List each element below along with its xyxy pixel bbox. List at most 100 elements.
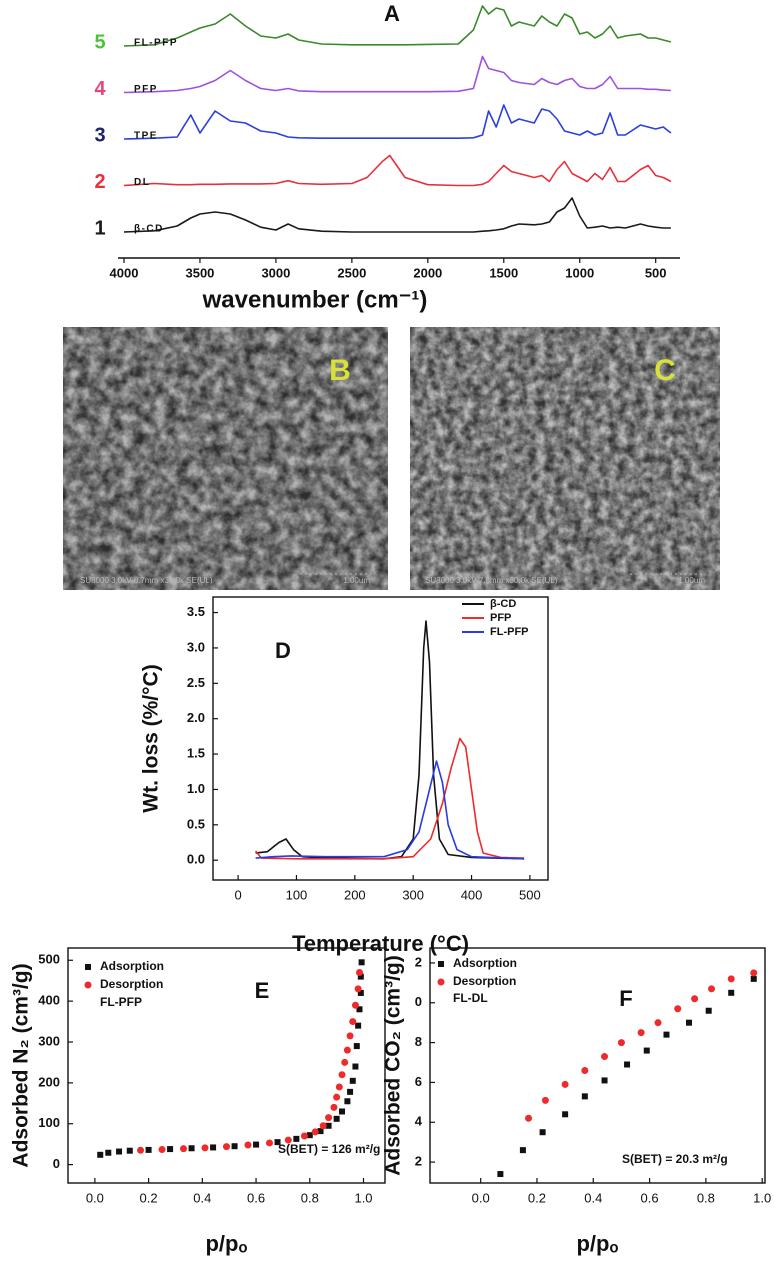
y-tick-label: 0.0 <box>187 852 205 867</box>
data-point <box>497 1171 504 1178</box>
data-point <box>253 1141 260 1148</box>
data-point <box>750 975 757 982</box>
data-point <box>335 1083 343 1091</box>
sem-image-c: C SU8000 3.0kV 7.8mm x30.0k SE(UL) 1.00u… <box>410 327 720 590</box>
series-label: TPE <box>134 131 158 142</box>
y-tick-label: 2.5 <box>187 675 205 690</box>
y-tick-label: 1.5 <box>187 746 205 761</box>
y-tick-label: 300 <box>38 1033 60 1048</box>
series-number: 1 <box>94 217 105 239</box>
data-point <box>284 1136 292 1144</box>
data-point <box>581 1066 589 1074</box>
x-tick-label: 1000 <box>565 265 594 280</box>
data-point <box>341 1058 349 1066</box>
data-point <box>601 1077 608 1084</box>
image-texture <box>63 327 388 590</box>
chart-title: A <box>384 1 400 26</box>
x-tick-label: 500 <box>645 265 667 280</box>
x-tick-label: 0.4 <box>193 1190 211 1205</box>
y-tick-label: 400 <box>38 993 60 1008</box>
data-point <box>624 1061 631 1068</box>
x-tick-label: 100 <box>286 887 308 902</box>
series-label: DL <box>134 177 150 188</box>
data-point <box>663 1031 670 1038</box>
x-tick-label: 0.2 <box>140 1190 158 1205</box>
data-point <box>265 1139 273 1147</box>
image-caption: SU8000 3.0kV 8.7mm x30.0k SE(UL) <box>80 576 213 585</box>
data-point <box>180 1145 188 1153</box>
panel-label: C <box>654 354 676 387</box>
data-point <box>708 985 716 993</box>
data-point <box>685 1019 692 1026</box>
data-point <box>352 1063 359 1070</box>
y-tick-label: 8 <box>415 1034 422 1049</box>
x-tick-label: 0.0 <box>472 1190 490 1205</box>
data-point <box>674 1005 682 1013</box>
y-tick-label: 500 <box>38 952 60 967</box>
legend-label: FL-PFP <box>490 626 529 638</box>
x-axis-label: p/pₒ <box>576 1231 618 1256</box>
data-point <box>210 1144 217 1151</box>
data-point <box>346 1032 354 1040</box>
data-point <box>541 1096 549 1104</box>
data-point <box>274 1139 281 1146</box>
data-point <box>617 1039 625 1047</box>
data-point <box>158 1145 166 1153</box>
data-point <box>231 1143 238 1150</box>
data-point <box>519 1147 526 1154</box>
data-point <box>561 1080 569 1088</box>
data-point <box>105 1149 112 1156</box>
series-label: PFP <box>134 84 158 95</box>
data-point <box>300 1132 308 1140</box>
data-line <box>254 737 525 860</box>
x-tick-label: 200 <box>344 887 366 902</box>
x-tick-label: 300 <box>402 887 424 902</box>
plot-frame <box>429 947 766 1184</box>
data-point <box>654 1019 662 1027</box>
y-axis-label: Adsorbed N₂ (cm³/g) <box>10 963 33 1167</box>
data-point <box>354 985 362 993</box>
data-point <box>293 1135 300 1142</box>
data-point <box>343 1046 351 1054</box>
panel-label: D <box>275 638 291 663</box>
annotation: S(BET) = 126 m²/g <box>278 1142 380 1156</box>
data-point <box>601 1053 609 1061</box>
image-scale: 1.00um <box>343 576 370 585</box>
data-point <box>145 1146 152 1153</box>
data-line <box>123 197 671 233</box>
legend-note: FL-DL <box>453 991 488 1005</box>
data-point <box>201 1144 209 1152</box>
plot-frame <box>67 947 386 1184</box>
data-point <box>691 995 699 1003</box>
y-axis-label: Wt. loss (%/°C) <box>140 664 163 812</box>
x-tick-label: 1.0 <box>354 1190 372 1205</box>
series-number: 2 <box>94 171 105 193</box>
legend-label: β-CD <box>490 598 516 610</box>
series-number: 3 <box>94 124 105 146</box>
y-tick-label: 4 <box>415 1114 423 1129</box>
data-point <box>339 1108 346 1115</box>
data-point <box>317 1128 324 1135</box>
x-tick-label: 0.6 <box>247 1190 265 1205</box>
x-axis-label: wavenumber (cm⁻¹) <box>202 286 428 313</box>
data-point <box>705 1007 712 1014</box>
data-point <box>357 973 364 980</box>
data-point <box>344 1098 351 1105</box>
x-tick-label: 400 <box>461 887 483 902</box>
y-tick-label: 6 <box>415 1074 422 1089</box>
data-line <box>123 154 672 187</box>
data-point <box>325 1114 333 1122</box>
image-scale: 1.00um <box>678 576 705 585</box>
legend-swatch <box>85 964 91 970</box>
y-tick-label: 3.0 <box>187 639 205 654</box>
legend-label: Desorption <box>453 974 516 988</box>
x-tick-label: 1500 <box>489 265 518 280</box>
data-point <box>244 1141 252 1149</box>
image-texture <box>410 327 720 590</box>
data-point <box>539 1129 546 1136</box>
y-tick-label: 0.5 <box>187 816 205 831</box>
data-point <box>333 1093 341 1101</box>
x-tick-label: 0.2 <box>528 1190 546 1205</box>
data-point <box>349 1077 356 1084</box>
data-point <box>357 989 364 996</box>
